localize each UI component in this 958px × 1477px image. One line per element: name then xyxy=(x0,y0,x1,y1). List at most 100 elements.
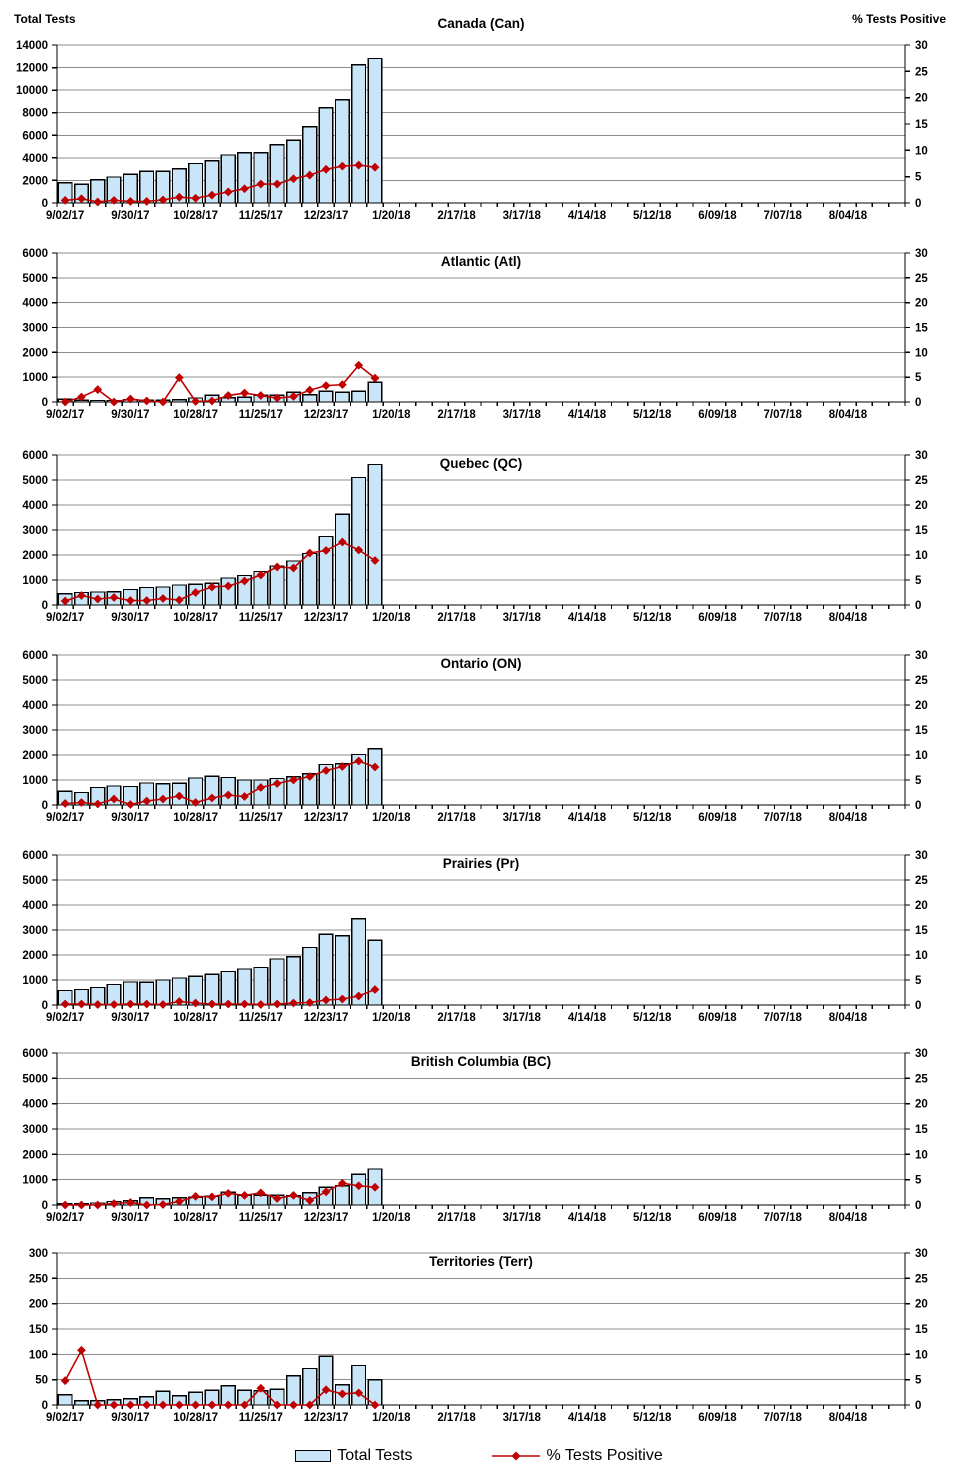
legend-item-total-tests: Total Tests xyxy=(295,1447,413,1465)
x-axis-label: 11/25/17 xyxy=(239,210,283,222)
data-point xyxy=(77,999,86,1009)
x-axis-label: 9/02/17 xyxy=(46,1012,84,1024)
data-point xyxy=(174,1400,184,1410)
x-axis-label: 7/07/18 xyxy=(764,812,803,824)
bar xyxy=(285,956,302,1006)
data-point xyxy=(256,179,266,189)
x-axis-label: 11/25/17 xyxy=(239,612,283,624)
data-point xyxy=(337,380,347,390)
data-point xyxy=(207,793,217,803)
data-point xyxy=(174,1197,184,1206)
data-point xyxy=(289,1400,298,1410)
data-point xyxy=(305,772,315,781)
data-point xyxy=(289,174,298,184)
left-axis-label: 100 xyxy=(29,1349,48,1361)
x-axis-label: 5/12/18 xyxy=(633,812,672,824)
right-axis-label: 15 xyxy=(915,725,928,737)
data-point xyxy=(337,537,347,547)
right-axis-label: 20 xyxy=(915,900,928,912)
left-axis-label: 2000 xyxy=(22,1149,48,1161)
data-point xyxy=(272,1400,282,1410)
right-axis-label: 25 xyxy=(915,66,928,78)
data-point xyxy=(158,195,168,205)
bar xyxy=(334,99,350,204)
data-point xyxy=(207,396,217,406)
x-axis-label: 10/28/17 xyxy=(173,1012,218,1024)
x-axis-label: 1/20/18 xyxy=(372,210,411,222)
x-axis-label: 7/07/18 xyxy=(764,210,803,222)
left-axis-label: 300 xyxy=(29,1248,48,1260)
x-axis-label: 7/07/18 xyxy=(764,1412,803,1424)
x-axis-label: 9/30/17 xyxy=(111,1412,149,1424)
data-point xyxy=(223,581,233,591)
data-point xyxy=(370,162,380,172)
right-axis-label: 15 xyxy=(915,119,928,131)
x-axis-label: 12/23/17 xyxy=(304,1012,349,1024)
x-axis-label: 4/14/18 xyxy=(568,1012,607,1024)
data-point xyxy=(207,999,217,1009)
data-point xyxy=(207,582,217,592)
left-axis-label: 1000 xyxy=(22,1175,48,1187)
data-point xyxy=(174,997,184,1006)
x-axis-label: 11/25/17 xyxy=(239,1212,283,1224)
right-axis-label: 10 xyxy=(915,750,928,762)
data-point xyxy=(207,1400,217,1410)
right-axis-label: 30 xyxy=(915,650,928,662)
x-axis-label: 1/20/18 xyxy=(372,1012,411,1024)
bar xyxy=(236,152,253,204)
chart-british-columbia-bc: 0 1000 2000 3000 4000 5000 6000 0 5 10 15 20 25 30 9/0… xyxy=(22,1048,928,1224)
bar xyxy=(351,1364,367,1406)
left-axis-label: 3000 xyxy=(22,323,48,335)
legend-item-pct-positive: % Tests Positive xyxy=(491,1447,663,1465)
x-axis-label: 8/04/18 xyxy=(829,812,868,824)
data-point xyxy=(370,762,380,772)
right-axis-label: 30 xyxy=(915,1048,928,1060)
data-point xyxy=(321,766,331,775)
left-axis-label: 50 xyxy=(35,1375,48,1387)
data-point xyxy=(158,594,168,603)
data-point xyxy=(240,576,249,586)
line-diamond-swatch-icon xyxy=(491,1451,540,1461)
bar xyxy=(302,946,318,1006)
bar xyxy=(334,513,350,606)
x-axis-label: 9/02/17 xyxy=(46,1412,84,1424)
data-point xyxy=(93,1000,103,1009)
data-point xyxy=(337,994,347,1004)
data-point xyxy=(240,792,249,801)
data-point xyxy=(60,596,70,606)
data-point xyxy=(240,184,249,194)
x-axis-label: 12/23/17 xyxy=(304,409,349,421)
right-axis-label: 15 xyxy=(915,1324,928,1336)
data-point xyxy=(93,1400,103,1410)
left-axis-label: 150 xyxy=(29,1324,48,1336)
data-point xyxy=(109,1199,119,1208)
data-point xyxy=(191,1400,201,1410)
left-axis-label: 5000 xyxy=(22,475,48,487)
data-point xyxy=(370,373,380,383)
x-axis-label: 10/28/17 xyxy=(173,812,218,824)
data-point xyxy=(174,192,184,202)
bar xyxy=(367,463,383,606)
data-point xyxy=(142,197,152,206)
x-axis-label: 9/30/17 xyxy=(111,612,149,624)
data-point xyxy=(289,998,298,1008)
right-axis-label: 10 xyxy=(915,550,928,562)
bar xyxy=(253,152,269,204)
left-axis-label: 6000 xyxy=(22,248,48,260)
right-axis-label: 0 xyxy=(915,397,921,409)
x-axis-label: 5/12/18 xyxy=(633,1412,672,1424)
x-axis-label: 6/09/18 xyxy=(698,1012,737,1024)
legend-line-label: % Tests Positive xyxy=(546,1447,663,1464)
data-point xyxy=(142,1200,152,1210)
x-axis-label: 9/02/17 xyxy=(46,812,84,824)
bar xyxy=(302,552,318,606)
data-point xyxy=(321,1187,331,1197)
x-axis-label: 4/14/18 xyxy=(568,1212,607,1224)
bar xyxy=(285,1374,302,1406)
data-point xyxy=(142,596,152,605)
x-axis-label: 12/23/17 xyxy=(304,812,349,824)
bar xyxy=(302,393,318,403)
data-point xyxy=(223,391,233,400)
right-axis-label: 20 xyxy=(915,298,928,310)
